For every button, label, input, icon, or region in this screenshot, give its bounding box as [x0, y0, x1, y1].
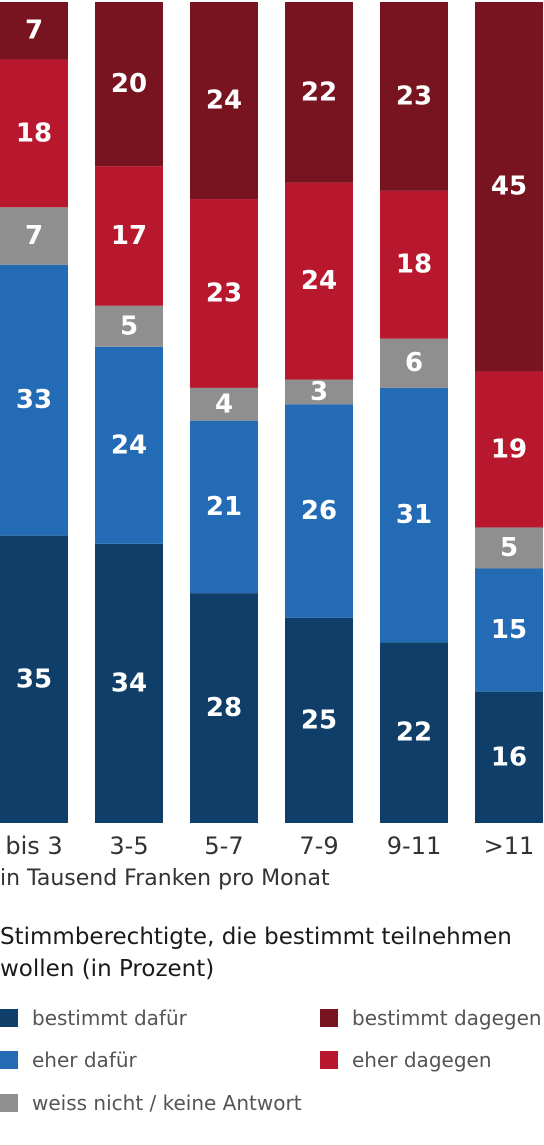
legend-item-eher-dafuer: eher dafür	[0, 1048, 137, 1072]
bar-segment-weiss-nicht-keine-antwort	[380, 338, 448, 388]
bar-segment-eher-dagegen	[0, 59, 68, 208]
data-label: 23	[396, 81, 432, 111]
legend-label: bestimmt dagegen	[352, 1006, 542, 1030]
bar-segment-eher-daf-r	[95, 346, 163, 544]
data-label: 5	[500, 533, 518, 563]
data-label: 17	[111, 221, 147, 251]
data-label: 15	[491, 615, 527, 645]
bar-segment-weiss-nicht-keine-antwort	[95, 305, 163, 347]
data-label: 26	[301, 496, 337, 526]
bar-segment-bestimmt-daf-r	[380, 642, 448, 823]
bar-segment-weiss-nicht-keine-antwort	[475, 527, 543, 569]
x-tick-label: bis 3	[5, 832, 62, 860]
data-label: 24	[206, 86, 242, 116]
bar-segment-eher-dagegen	[95, 166, 163, 306]
data-label: 18	[396, 250, 432, 280]
bar-segment-eher-daf-r	[380, 387, 448, 643]
bar-segment-weiss-nicht-keine-antwort	[0, 207, 68, 265]
data-label: 45	[491, 172, 527, 202]
x-tick-label: 3-5	[109, 832, 148, 860]
data-label: 34	[111, 668, 147, 698]
bar-segment-bestimmt-dagegen	[380, 2, 448, 191]
legend-label: weiss nicht / keine Antwort	[32, 1091, 302, 1115]
data-label: 25	[301, 705, 337, 735]
data-label: 19	[491, 434, 527, 464]
legend-label: bestimmt dafür	[32, 1006, 187, 1030]
data-label: 35	[16, 664, 52, 694]
data-label: 7	[25, 16, 43, 46]
bar-segment-bestimmt-daf-r	[285, 617, 353, 823]
data-label: 23	[206, 278, 242, 308]
x-tick-label: >11	[484, 832, 535, 860]
bar-segment-eher-daf-r	[475, 568, 543, 692]
bar-segment-bestimmt-dagegen	[475, 2, 543, 372]
data-label: 16	[491, 742, 527, 772]
data-label: 31	[396, 500, 432, 530]
bar-segment-bestimmt-dagegen	[0, 2, 68, 60]
data-label: 4	[215, 389, 233, 419]
data-label: 18	[16, 118, 52, 148]
x-tick-label: 5-7	[204, 832, 243, 860]
data-label: 33	[16, 385, 52, 415]
x-axis-label: in Tausend Franken pro Monat	[0, 866, 330, 891]
data-label: 21	[206, 492, 242, 522]
bar-segment-eher-daf-r	[190, 420, 258, 594]
data-label: 6	[405, 348, 423, 378]
legend-item-eher-dagegen: eher dagegen	[320, 1048, 492, 1072]
chart-subtitle: Stimmberechtigte, die bestimmt teilnehme…	[0, 924, 512, 982]
legend-item-bestimmt-dagegen: bestimmt dagegen	[320, 1006, 542, 1030]
bar-segment-eher-dagegen	[475, 371, 543, 528]
bar-segment-weiss-nicht-keine-antwort	[285, 379, 353, 405]
data-label: 7	[25, 221, 43, 251]
data-label: 24	[301, 266, 337, 296]
bar-segment-eher-dagegen	[380, 190, 448, 339]
legend-swatch	[0, 1051, 18, 1069]
legend-swatch	[320, 1009, 338, 1027]
bar-segment-eher-dagegen	[190, 199, 258, 388]
bar-segment-bestimmt-daf-r	[475, 691, 543, 823]
bar-segment-bestimmt-daf-r	[95, 543, 163, 823]
data-label: 3	[310, 377, 328, 407]
data-label: 22	[301, 77, 337, 107]
bar-segment-bestimmt-dagegen	[95, 1, 163, 167]
legend-swatch	[0, 1009, 18, 1027]
bar-segment-bestimmt-dagegen	[285, 1, 353, 183]
bar-segment-bestimmt-dagegen	[190, 2, 258, 200]
data-label: 5	[120, 311, 138, 341]
x-tick-label: 7-9	[299, 832, 338, 860]
legend-swatch	[0, 1094, 18, 1112]
x-tick-label: 9-11	[387, 832, 441, 860]
legend-item-bestimmt-dafuer: bestimmt dafür	[0, 1006, 187, 1030]
legend-swatch	[320, 1051, 338, 1069]
bar-segment-bestimmt-daf-r	[0, 535, 68, 823]
data-label: 20	[111, 69, 147, 99]
bar-segment-bestimmt-daf-r	[190, 593, 258, 823]
legend-label: eher dagegen	[352, 1048, 492, 1072]
bar-segment-eher-daf-r	[285, 404, 353, 618]
data-label: 24	[111, 430, 147, 460]
data-label: 22	[396, 718, 432, 748]
bar-segment-eher-dagegen	[285, 182, 353, 380]
legend-label: eher dafür	[32, 1048, 137, 1072]
bar-segment-weiss-nicht-keine-antwort	[190, 387, 258, 421]
data-label: 28	[206, 693, 242, 723]
legend-item-weiss-nicht: weiss nicht / keine Antwort	[0, 1091, 302, 1115]
bar-segment-eher-daf-r	[0, 264, 68, 536]
